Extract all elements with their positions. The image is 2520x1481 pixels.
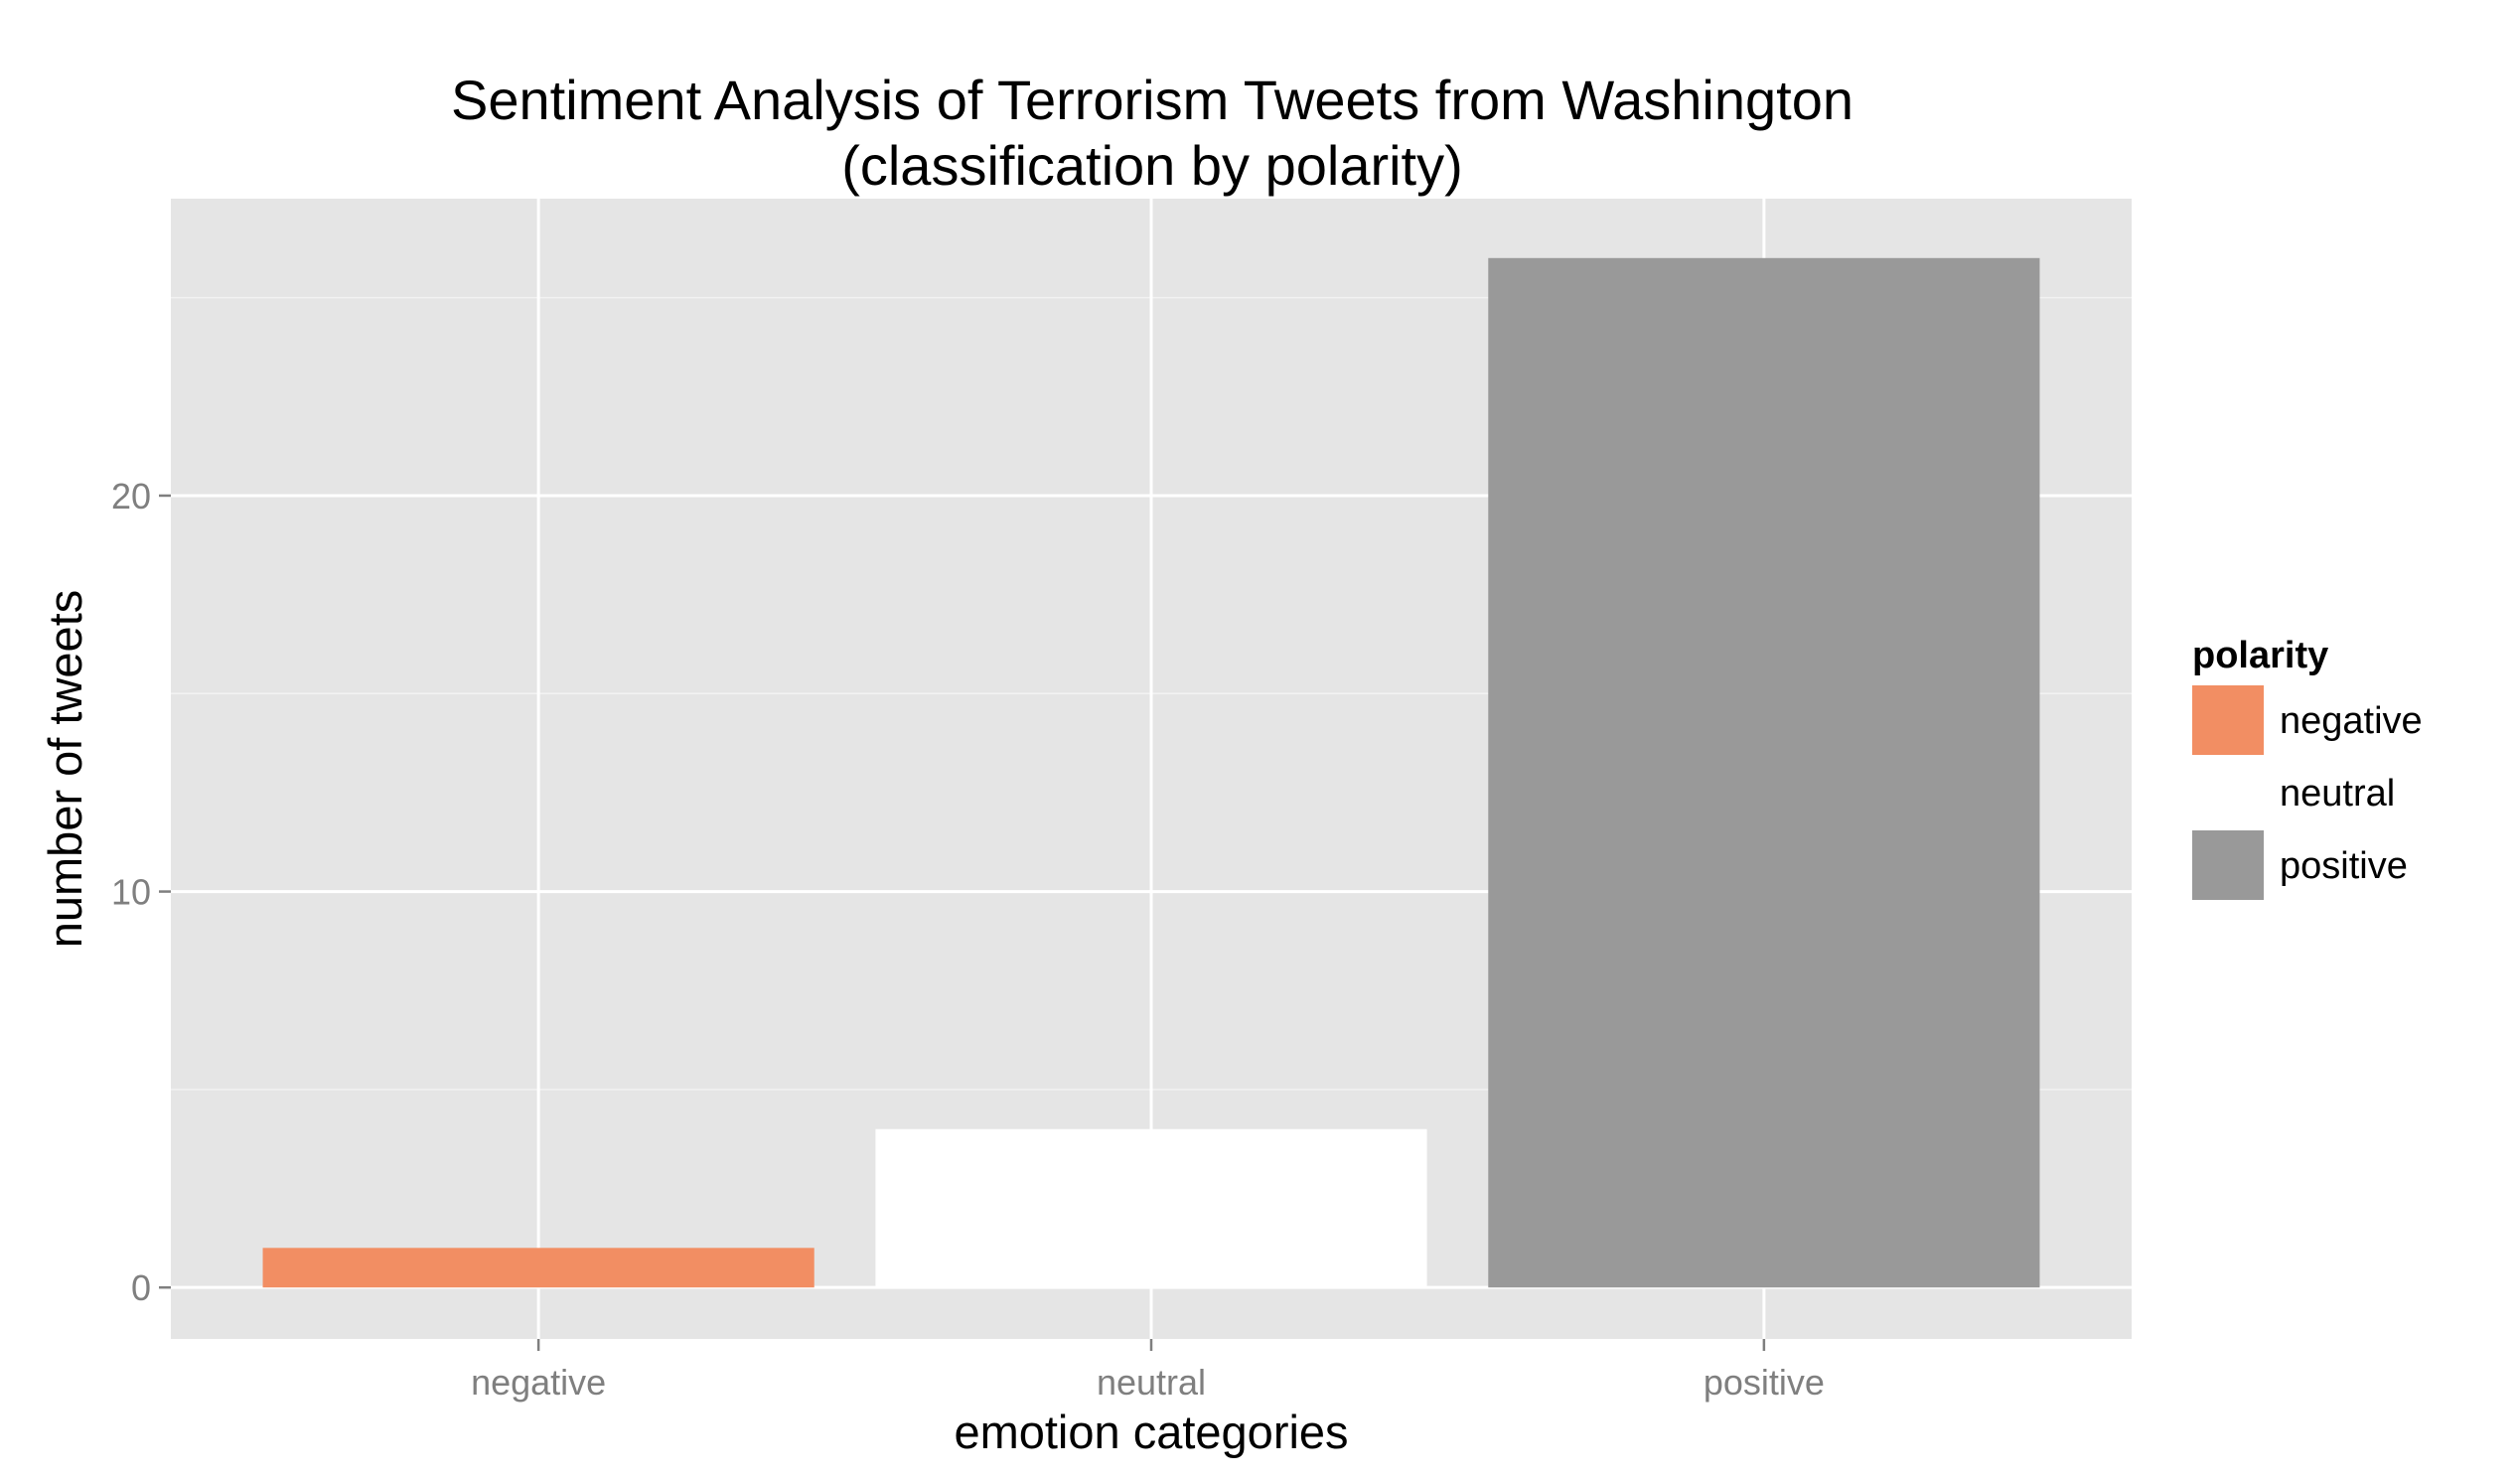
- legend-label-negative: negative: [2280, 700, 2423, 742]
- chart-title: Sentiment Analysis of Terrorism Tweets f…: [451, 69, 1853, 131]
- x-tick-label-positive: positive: [1704, 1362, 1825, 1403]
- x-axis-title: emotion categories: [954, 1406, 1348, 1458]
- bar-negative: [262, 1248, 815, 1288]
- chart-subtitle: (classification by polarity): [841, 134, 1463, 197]
- x-axis: negative neutral positive: [471, 1339, 1825, 1403]
- bar-positive: [1488, 257, 2040, 1288]
- legend-key-neutral: [2192, 758, 2264, 827]
- x-tick-label-negative: negative: [471, 1362, 606, 1403]
- bar-neutral: [875, 1128, 1427, 1288]
- legend-label-neutral: neutral: [2280, 773, 2395, 815]
- legend-label-positive: positive: [2280, 845, 2408, 887]
- y-axis-title: number of tweets: [39, 590, 91, 949]
- legend: polarity negative neutral positive: [2192, 635, 2423, 900]
- legend-key-positive: [2192, 830, 2264, 900]
- y-tick-label: 0: [131, 1267, 151, 1308]
- y-tick-label: 20: [111, 476, 151, 517]
- legend-title: polarity: [2192, 635, 2328, 676]
- legend-key-negative: [2192, 685, 2264, 755]
- y-tick-label: 10: [111, 872, 151, 913]
- x-tick-label-neutral: neutral: [1097, 1362, 1206, 1403]
- y-axis: 0 10 20: [111, 476, 171, 1308]
- bars: [262, 257, 2040, 1288]
